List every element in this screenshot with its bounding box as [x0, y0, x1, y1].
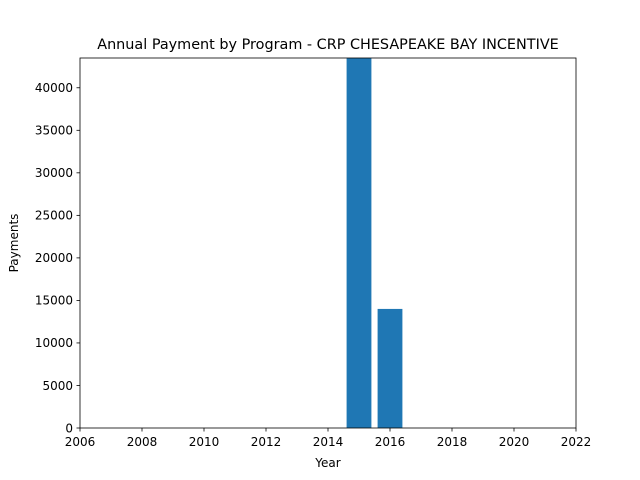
y-tick-label: 20000: [35, 251, 73, 265]
x-tick-label: 2014: [313, 435, 344, 449]
bars-layer: [346, 58, 403, 428]
y-tick-label: 30000: [35, 166, 73, 180]
x-tick-label: 2020: [499, 435, 530, 449]
y-tick-label: 5000: [42, 379, 73, 393]
x-tick-label: 2018: [437, 435, 468, 449]
bar-2016: [377, 308, 403, 428]
x-tick-label: 2008: [127, 435, 158, 449]
x-tick-label: 2010: [189, 435, 220, 449]
y-tick-label: 40000: [35, 81, 73, 95]
x-tick-label: 2012: [251, 435, 282, 449]
x-tick-label: 2006: [65, 435, 96, 449]
plot-frame: [79, 57, 577, 429]
y-axis-label: Payments: [7, 214, 21, 273]
bar-2015: [346, 58, 372, 428]
chart-title: Annual Payment by Program - CRP CHESAPEA…: [97, 37, 559, 53]
x-tick-label: 2022: [561, 435, 592, 449]
y-tick-label: 35000: [35, 124, 73, 138]
x-axis-label: Year: [314, 456, 340, 470]
y-tick-label: 25000: [35, 209, 73, 223]
y-tick-label: 10000: [35, 336, 73, 350]
x-axis-ticks: 2006 2008 2010 2012 2014 2016 2018 2020 2022: [65, 428, 592, 449]
x-tick-label: 2016: [375, 435, 406, 449]
y-tick-label: 15000: [35, 294, 73, 308]
y-axis-ticks: 0 5000 10000 15000 20000 25000 30000 35000 40000: [35, 81, 80, 435]
y-tick-label: 0: [65, 421, 73, 435]
